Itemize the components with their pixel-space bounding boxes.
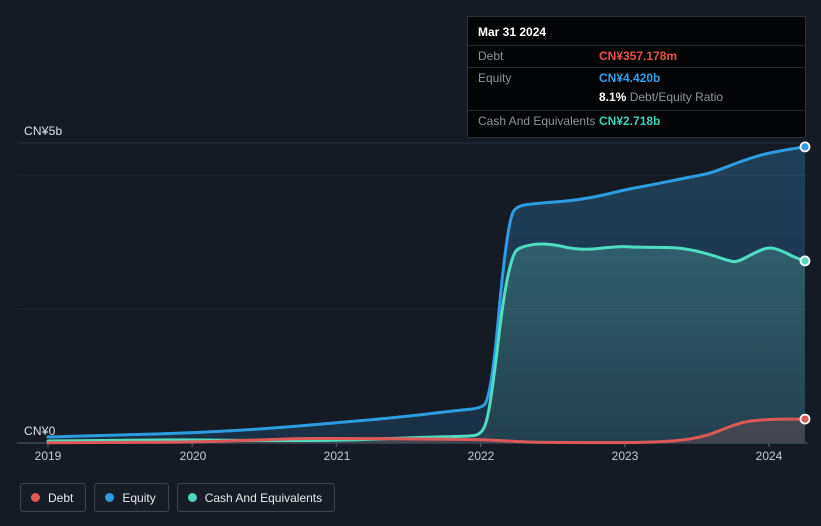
chart-legend: Debt Equity Cash And Equivalents — [20, 483, 336, 512]
tooltip-debt-value: CN¥357.178m — [599, 49, 678, 63]
tooltip-equity-value: CN¥4.420b — [599, 71, 661, 85]
tooltip-cash-value: CN¥2.718b — [599, 114, 661, 128]
tooltip-row-equity: Equity CN¥4.420b 8.1% Debt/Equity Ratio — [468, 67, 805, 110]
legend-item-label: Debt — [48, 490, 74, 505]
x-tick-2023: 2023 — [611, 449, 639, 463]
debt-series-dot-icon — [31, 493, 40, 502]
tooltip-equity-label: Equity — [478, 71, 512, 85]
x-tick-2024: 2024 — [755, 449, 783, 463]
x-tick-2021: 2021 — [323, 449, 351, 463]
tooltip-debt-equity-ratio: 8.1% Debt/Equity Ratio — [599, 90, 795, 106]
legend-item-label: Cash And Equivalents — [204, 490, 323, 505]
legend-item-equity[interactable]: Equity — [94, 483, 169, 512]
tooltip-ratio-label: Debt/Equity Ratio — [629, 90, 724, 104]
legend-item-label: Equity — [122, 490, 156, 505]
tooltip-equity-cell: CN¥4.420b 8.1% Debt/Equity Ratio — [599, 71, 795, 106]
cash-series-dot-icon — [187, 493, 197, 502]
legend-item-cash[interactable]: Cash And Equivalents — [176, 483, 336, 512]
equity-series-dot-icon — [105, 493, 115, 502]
tooltip-date: Mar 31 2024 — [478, 25, 547, 39]
x-tick-2022: 2022 — [467, 449, 495, 463]
tooltip-ratio-percent: 8.1% — [599, 90, 627, 104]
tooltip-row-debt: Debt CN¥357.178m — [468, 45, 805, 67]
tooltip-debt-label: Debt — [478, 49, 504, 63]
y-axis-zero-label: CN¥0 — [24, 424, 56, 438]
chart-tooltip: Mar 31 2024 Debt CN¥357.178m Equity CN¥4… — [467, 16, 806, 138]
legend-item-debt[interactable]: Debt — [20, 483, 87, 512]
tooltip-row-cash: Cash And Equivalents CN¥2.718b — [468, 110, 805, 137]
x-tick-2019: 2019 — [34, 449, 62, 463]
tooltip-cash-label: Cash And Equivalents — [478, 114, 596, 128]
x-tick-2020: 2020 — [179, 449, 207, 463]
y-axis-max-label: CN¥5b — [24, 124, 63, 138]
